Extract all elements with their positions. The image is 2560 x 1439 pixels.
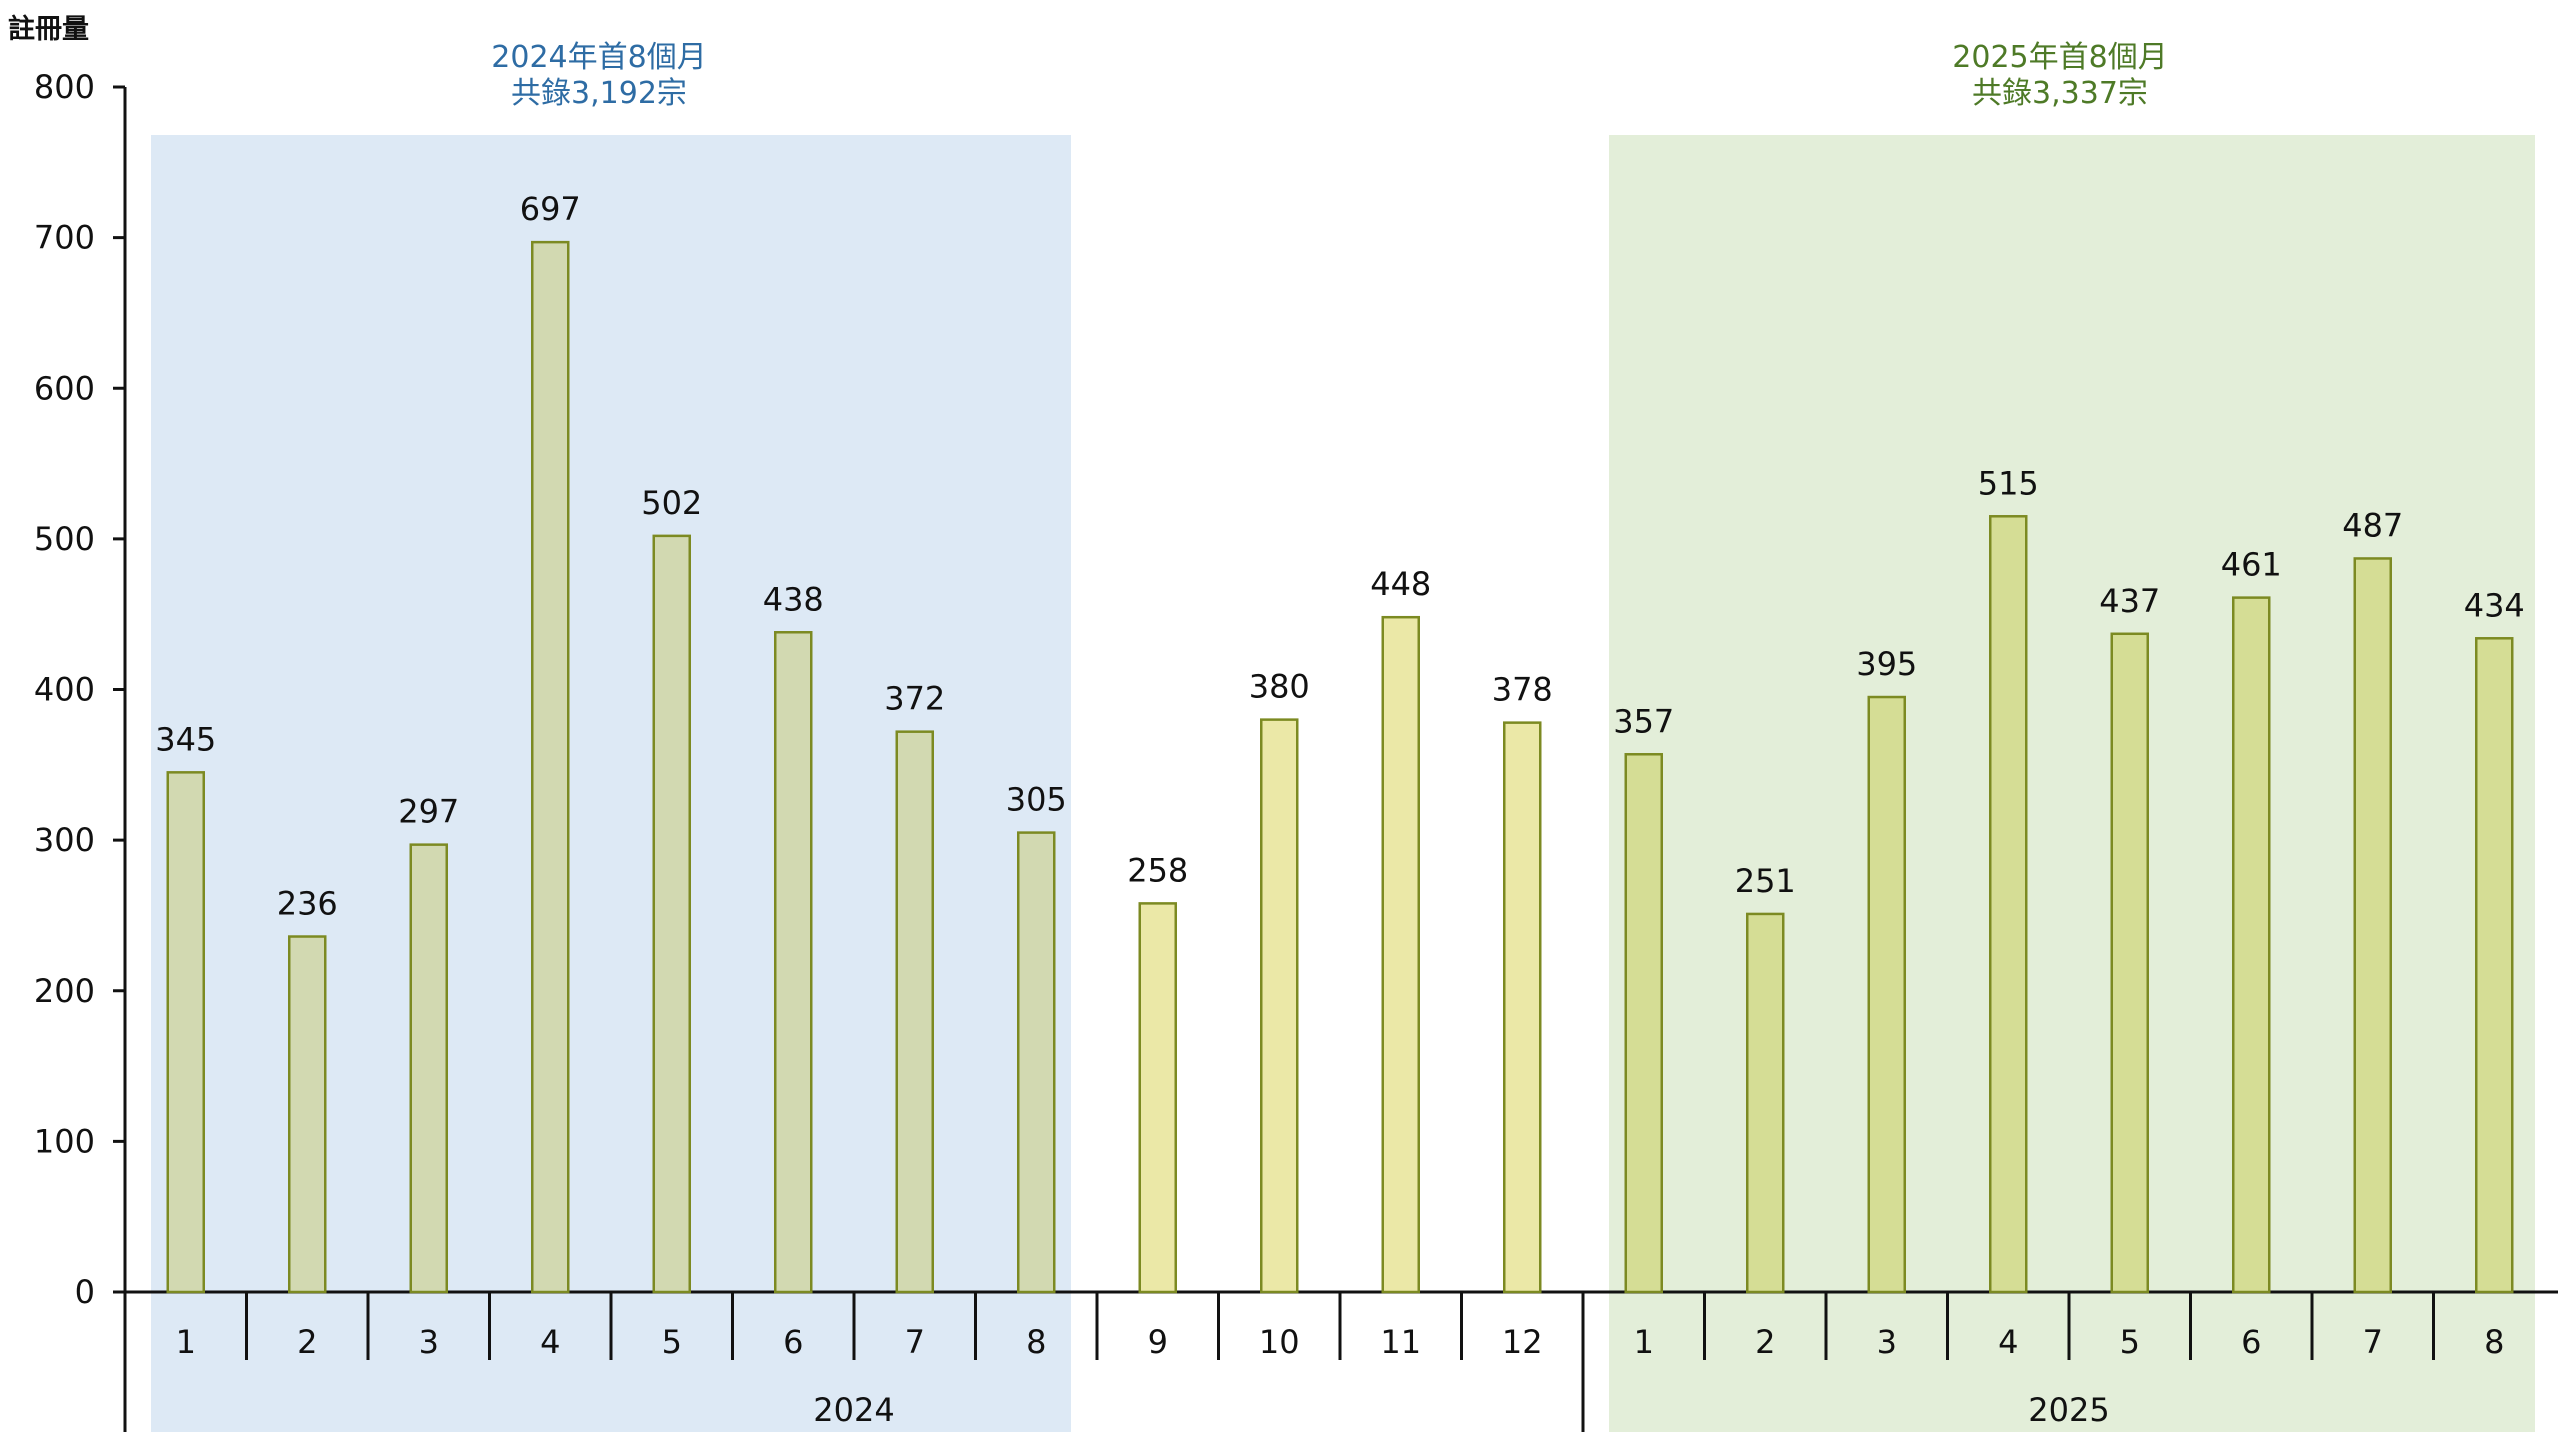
data-label-1: 345 [155,720,216,758]
y-tick-label: 600 [34,369,95,407]
data-label-17: 437 [2099,582,2160,620]
y-tick-label: 700 [34,219,95,257]
data-label-13: 357 [1613,702,1674,740]
x-category-label-13: 1 [1634,1323,1654,1361]
region-title-2: 2025年首8個月 [1952,40,2167,75]
bar-8 [1017,831,1056,1294]
data-label-20: 434 [2464,586,2525,624]
bar-20 [2475,637,2514,1294]
x-category-label-16: 4 [1998,1323,2018,1361]
bar-4 [531,240,570,1294]
x-category-label-8: 8 [1026,1323,1046,1361]
data-label-11: 448 [1370,565,1431,603]
x-category-label-2: 2 [297,1323,317,1361]
y-tick-label: 300 [34,821,95,859]
data-label-15: 395 [1856,645,1917,683]
x-category-label-18: 6 [2241,1323,2261,1361]
bar-1 [166,771,205,1294]
y-tick-label: 800 [34,68,95,106]
bar-15 [1867,695,1906,1294]
data-label-18: 461 [2221,546,2282,584]
x-category-label-7: 7 [905,1323,925,1361]
bar-11 [1381,615,1420,1294]
x-category-label-19: 7 [2363,1323,2383,1361]
data-labels: 345 236 297 697 502 438 372 305 258 380 448 378 357 2… [155,190,2525,922]
data-label-6: 438 [763,580,824,618]
data-label-14: 251 [1735,862,1796,900]
bar-17 [2110,632,2149,1294]
data-label-9: 258 [1127,851,1188,889]
bar-13 [1624,753,1663,1294]
x-category-label-6: 6 [783,1323,803,1361]
data-label-4: 697 [520,190,581,228]
region-title-1: 2024年首8個月 [491,40,706,75]
data-label-16: 515 [1978,464,2039,502]
bars [166,240,2514,1294]
x-category-label-1: 1 [176,1323,196,1361]
x-category-label-12: 12 [1502,1323,1543,1361]
data-label-10: 380 [1249,668,1310,706]
y-tick-label: 200 [34,972,95,1010]
bar-6 [774,631,813,1294]
bar-3 [409,843,448,1294]
bar-10 [1260,718,1299,1294]
bar-9 [1138,902,1177,1294]
x-category-label-14: 2 [1755,1323,1775,1361]
data-label-19: 487 [2342,506,2403,544]
x-category-label-9: 9 [1148,1323,1168,1361]
region-total-2: 共錄3,337宗 [1972,76,2148,111]
data-label-7: 372 [884,680,945,718]
x-year-label-1: 2024 [813,1391,894,1429]
data-label-5: 502 [641,484,702,522]
bar-5 [652,534,691,1294]
region-total-1: 共錄3,192宗 [511,76,687,111]
bar-2 [288,935,327,1294]
x-category-label-10: 10 [1259,1323,1300,1361]
data-label-12: 378 [1492,671,1553,709]
y-tick-label: 400 [34,671,95,709]
x-category-label-11: 11 [1380,1323,1421,1361]
bar-12 [1503,721,1542,1294]
bar-19 [2353,557,2392,1294]
bar-16 [1989,515,2028,1294]
y-tick-label: 0 [75,1273,95,1311]
bar-18 [2232,596,2271,1294]
data-label-2: 236 [277,885,338,923]
y-axis-label: 註冊量 [8,14,89,45]
x-year-label-2: 2025 [2028,1391,2109,1429]
x-category-label-17: 5 [2120,1323,2140,1361]
bar-7 [895,730,934,1294]
x-category-label-3: 3 [419,1323,439,1361]
x-category-label-20: 8 [2484,1323,2504,1361]
data-label-8: 305 [1006,781,1067,819]
y-tick-label: 100 [34,1122,95,1160]
data-label-3: 297 [398,793,459,831]
bar-14 [1746,912,1785,1294]
x-category-label-15: 3 [1877,1323,1897,1361]
x-category-label-4: 4 [540,1323,560,1361]
x-category-label-5: 5 [662,1323,682,1361]
y-tick-label: 500 [34,520,95,558]
